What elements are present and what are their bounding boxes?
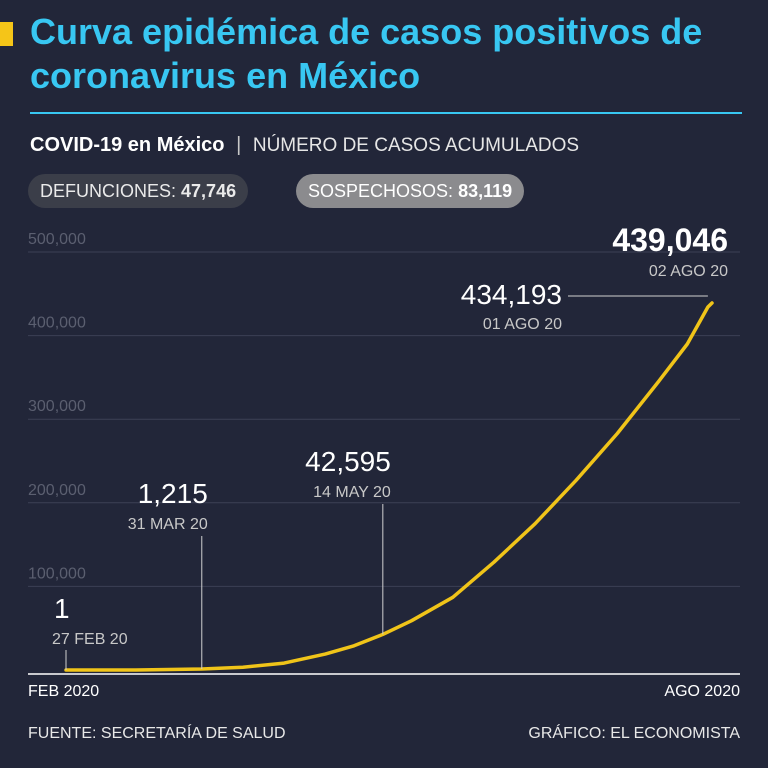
credit-text: GRÁFICO: EL ECONOMISTA [528, 725, 740, 742]
annotation-value: 439,046 [612, 222, 728, 258]
deaths-value: 47,746 [181, 181, 237, 201]
annotation-value: 1,215 [138, 478, 208, 509]
y-tick-label: 300,000 [28, 398, 86, 415]
subtitle-bold: COVID-19 en México [30, 134, 225, 156]
x-axis-start-label: FEB 2020 [28, 683, 100, 700]
annotation-value: 1 [54, 593, 70, 624]
y-tick-label: 500,000 [28, 231, 86, 248]
accent-bar [0, 22, 13, 46]
annotation-value: 42,595 [305, 446, 391, 477]
annotation-date: 01 AGO 20 [483, 316, 562, 333]
subtitle-separator: | [236, 134, 242, 156]
y-tick-label: 100,000 [28, 565, 86, 582]
source-text: FUENTE: SECRETARÍA DE SALUD [28, 725, 286, 742]
title-rule [30, 112, 742, 114]
y-tick-label: 200,000 [28, 482, 86, 499]
x-axis-end-label: AGO 2020 [664, 683, 740, 700]
annotation-value: 434,193 [461, 279, 562, 310]
suspects-label: SOSPECHOSOS: [308, 181, 454, 201]
subtitle-rest: NÚMERO DE CASOS ACUMULADOS [252, 135, 580, 156]
annotation-date: 27 FEB 20 [52, 631, 128, 648]
y-tick-label: 400,000 [28, 315, 86, 332]
annotation-date: 31 MAR 20 [128, 516, 208, 533]
annotation-date: 14 MAY 20 [313, 484, 391, 501]
chart-subtitle: COVID-19 en México | NÚMERO DE CASOS ACU… [30, 134, 579, 157]
deaths-pill: DEFUNCIONES: 47,746 [28, 174, 249, 208]
deaths-label: DEFUNCIONES: [40, 181, 177, 201]
suspects-value: 83,119 [458, 181, 513, 201]
annotation-date: 02 AGO 20 [649, 263, 728, 280]
cases-line [64, 301, 714, 672]
suspects-pill: SOSPECHOSOS: 83,119 [296, 174, 525, 208]
chart-title: Curva epidémica de casos positivos de co… [30, 11, 703, 96]
